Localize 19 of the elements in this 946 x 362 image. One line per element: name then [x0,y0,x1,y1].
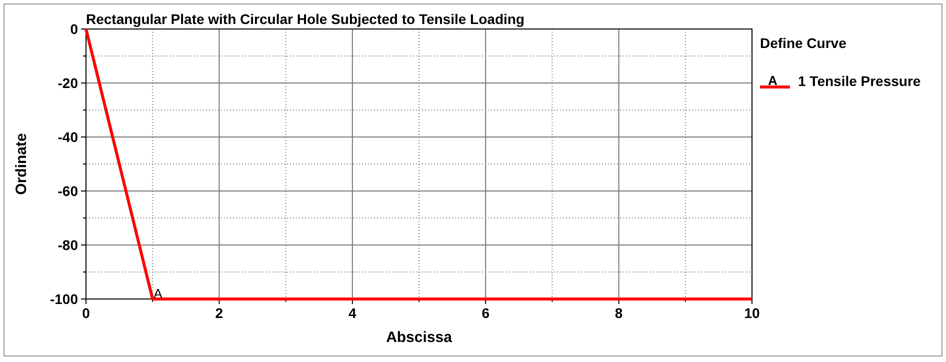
x-tick-label: 2 [215,305,224,321]
x-tick-label: 4 [348,305,356,321]
annotation: A [154,286,163,301]
y-tick-label: 0 [70,21,78,37]
y-tick-label: -20 [58,75,78,91]
legend-label: 1 Tensile Pressure [798,73,921,89]
text: A [768,73,778,88]
legend-title: Define Curve [760,35,847,51]
y-tick-label: -100 [50,291,78,307]
y-axis-title: Ordinate [13,133,30,195]
x-axis-title: Abscissa [386,329,453,346]
y-tick-label: -60 [58,183,78,199]
x-tick-label: 8 [614,305,623,321]
chart-title: Rectangular Plate with Circular Hole Subjected to Tensile Loading [86,11,524,27]
x-tick-label: 10 [744,305,760,321]
x-tick-label: 6 [482,305,490,321]
y-tick-label: -40 [58,129,78,145]
x-tick-label: 0 [82,305,90,321]
y-tick-label: -80 [58,237,78,253]
